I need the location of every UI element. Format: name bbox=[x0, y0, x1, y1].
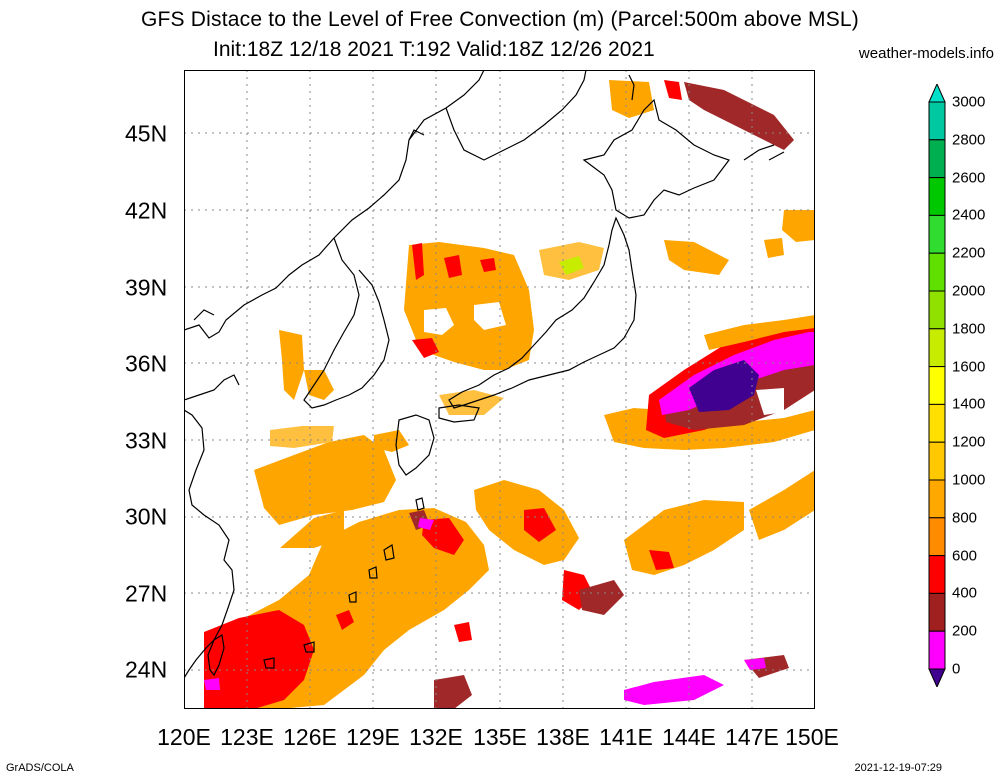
colorbar-label: 1600 bbox=[952, 358, 986, 376]
x-tick: 138E bbox=[536, 724, 590, 750]
y-tick: 30N bbox=[125, 503, 168, 530]
colorbar-label: 2000 bbox=[952, 282, 986, 300]
colorbar bbox=[928, 84, 946, 687]
colorbar-segment bbox=[928, 441, 946, 481]
init-valid-text: Init:18Z 12/18 2021 T:192 Valid:18Z 12/2… bbox=[213, 38, 655, 61]
y-tick: 39N bbox=[125, 274, 168, 301]
colorbar-segment bbox=[928, 630, 946, 670]
colorbar-segment bbox=[928, 139, 946, 179]
colorbar-segment bbox=[928, 479, 946, 519]
colorbar-label: 400 bbox=[952, 584, 978, 602]
x-tick: 120E bbox=[157, 724, 211, 750]
colorbar-segment bbox=[928, 517, 946, 557]
coastlines bbox=[184, 70, 785, 679]
colorbar-segment bbox=[928, 214, 946, 254]
x-tick: 150E bbox=[785, 724, 839, 750]
colorbar-segment bbox=[928, 290, 946, 330]
colorbar-segment bbox=[928, 403, 946, 443]
colorbar-label: 1000 bbox=[952, 471, 986, 489]
colorbar-label: 1800 bbox=[952, 320, 986, 338]
x-tick: 144E bbox=[662, 724, 716, 750]
x-tick: 132E bbox=[409, 724, 463, 750]
colorbar-segment bbox=[928, 592, 946, 632]
colorbar-label: 3000 bbox=[952, 93, 986, 111]
y-tick: 33N bbox=[125, 427, 168, 454]
colorbar-segment bbox=[928, 101, 946, 141]
colorbar-label: 600 bbox=[952, 547, 978, 565]
graticule bbox=[184, 70, 815, 709]
x-tick: 129E bbox=[346, 724, 400, 750]
colorbar-label: 1400 bbox=[952, 395, 986, 413]
y-tick: 27N bbox=[125, 580, 168, 607]
x-tick: 126E bbox=[283, 724, 337, 750]
colorbar-segment bbox=[928, 177, 946, 216]
footer-left: GrADS/COLA bbox=[6, 762, 74, 774]
site-credit: weather-models.info bbox=[858, 45, 994, 62]
footer-timestamp: 2021-12-19-07:29 bbox=[854, 762, 942, 774]
colorbar-label: 2400 bbox=[952, 206, 986, 224]
chart-title: GFS Distace to the Level of Free Convect… bbox=[141, 8, 859, 31]
colorbar-label: 2600 bbox=[952, 169, 986, 187]
colorbar-min-arrow bbox=[928, 668, 946, 687]
x-tick: 123E bbox=[220, 724, 274, 750]
colorbar-label: 2200 bbox=[952, 244, 986, 262]
colorbar-label: 0 bbox=[952, 660, 961, 678]
colorbar-label: 800 bbox=[952, 509, 978, 527]
colorbar-segment bbox=[928, 366, 946, 405]
colorbar-label: 200 bbox=[952, 622, 978, 640]
y-tick: 45N bbox=[125, 120, 168, 147]
colorbar-max-arrow bbox=[928, 84, 946, 103]
x-tick: 147E bbox=[725, 724, 779, 750]
lfc-shading bbox=[204, 80, 815, 709]
x-tick: 141E bbox=[599, 724, 653, 750]
colorbar-segment bbox=[928, 555, 946, 594]
y-tick: 42N bbox=[125, 197, 168, 224]
y-tick: 24N bbox=[125, 656, 168, 683]
colorbar-segment bbox=[928, 252, 946, 292]
y-tick: 36N bbox=[125, 350, 168, 377]
colorbar-label: 2800 bbox=[952, 131, 986, 149]
colorbar-label: 1200 bbox=[952, 433, 986, 451]
colorbar-segment bbox=[928, 328, 946, 368]
x-tick: 135E bbox=[473, 724, 527, 750]
map-panel bbox=[184, 70, 815, 709]
